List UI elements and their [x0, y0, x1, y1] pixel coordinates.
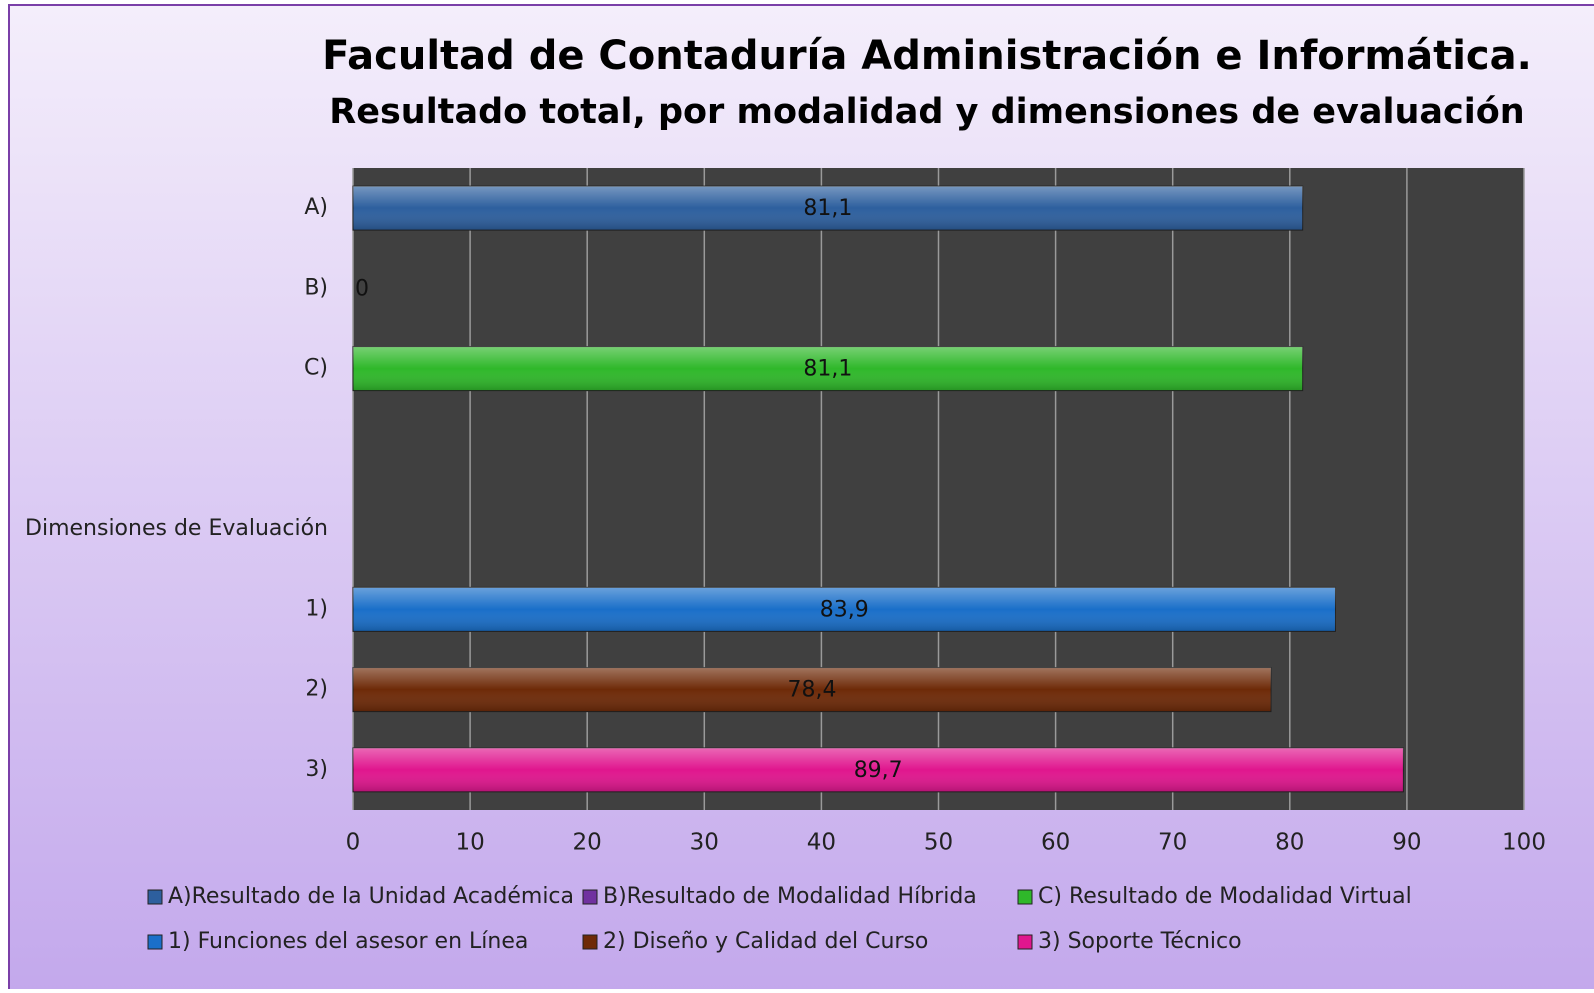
legend-label: B)Resultado de Modalidad Híbrida: [603, 884, 977, 909]
legend-marker: [582, 889, 598, 905]
x-tick-label: 30: [690, 830, 719, 856]
bar-gloss: [353, 346, 1303, 391]
y-tick-label: Dimensiones de Evaluación: [25, 516, 328, 541]
x-tick-label: 20: [573, 830, 602, 856]
x-tick-label: 90: [1392, 830, 1421, 856]
data-label: 0: [355, 276, 369, 301]
x-tick-label: 100: [1502, 830, 1546, 856]
y-tick-label: B): [304, 275, 328, 300]
chart-title: Facultad de Contaduría Administración e …: [322, 33, 1532, 79]
x-tick-label: 80: [1275, 830, 1304, 856]
bar-gloss: [353, 747, 1404, 792]
chart-subtitle: Resultado total, por modalidad y dimensi…: [329, 92, 1524, 132]
y-tick-label: A): [304, 195, 328, 220]
data-label: 83,9: [820, 597, 869, 622]
legend-label: A)Resultado de la Unidad Académica: [168, 884, 574, 909]
x-tick-label: 10: [455, 830, 484, 856]
data-label: 81,1: [803, 357, 852, 382]
legend-label: 2) Diseño y Calidad del Curso: [603, 929, 928, 954]
bar-gloss: [353, 667, 1272, 712]
legend-label: 3) Soporte Técnico: [1038, 929, 1242, 954]
y-tick-label: 2): [305, 677, 328, 702]
legend-marker: [147, 934, 163, 950]
y-tick-label: 1): [305, 596, 328, 621]
y-tick-label: C): [304, 356, 328, 381]
legend-marker: [582, 934, 598, 950]
x-tick-label: 60: [1041, 830, 1070, 856]
y-tick-label: 3): [305, 757, 328, 782]
x-tick-label: 40: [807, 830, 836, 856]
legend-label: 1) Funciones del asesor en Línea: [168, 929, 528, 954]
x-tick-label: 70: [1158, 830, 1187, 856]
data-label: 78,4: [788, 678, 837, 703]
legend-marker: [147, 889, 163, 905]
data-label: 81,1: [803, 196, 852, 221]
data-label: 89,7: [854, 758, 903, 783]
bar-gloss: [353, 587, 1336, 632]
x-tick-label: 50: [924, 830, 953, 856]
legend-marker: [1017, 889, 1033, 905]
bar-gloss: [353, 186, 1303, 231]
legend-label: C) Resultado de Modalidad Virtual: [1038, 884, 1412, 909]
x-tick-label: 0: [346, 830, 361, 856]
legend-marker: [1017, 934, 1033, 950]
